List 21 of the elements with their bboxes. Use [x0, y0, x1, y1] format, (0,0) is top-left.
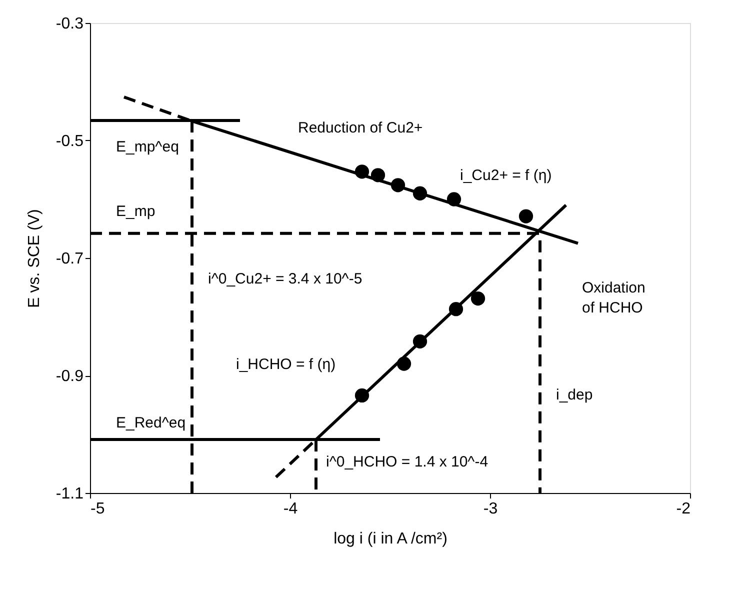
y-tick-label: -1.1	[56, 486, 84, 502]
annotation: i_Cu2+ = f (η)	[460, 167, 552, 184]
annotation: i_dep	[556, 386, 593, 404]
annotation: Reduction of Cu2+	[298, 120, 423, 137]
x-tick-label: -3	[483, 500, 498, 518]
annotation: i^0_Cu2+ = 3.4 x 10^-5	[208, 270, 362, 288]
x-tick-label: -2	[676, 500, 691, 518]
y-tick-label: -0.7	[56, 250, 84, 268]
y-tick-label: -0.9	[56, 368, 84, 385]
annotation: Oxidation of HCHO	[582, 279, 646, 316]
annotation: E_Red^eq	[116, 414, 186, 432]
x-axis-title: log i (i in A /cm²)	[334, 530, 448, 548]
annotation: i^0_HCHO = 1.4 x 10^-4	[326, 453, 488, 470]
y-tick-label: -0.5	[56, 133, 84, 150]
y-tick-label: -0.3	[56, 16, 84, 32]
annotation: i_HCHO = f (η)	[236, 356, 336, 373]
x-tick-label: -4	[283, 500, 298, 518]
annotation: E_mp	[116, 203, 156, 220]
y-axis-title: E vs. SCE (V)	[26, 209, 43, 308]
x-tick-label: -5	[90, 500, 105, 518]
annotation: E_mp^eq	[116, 138, 179, 156]
